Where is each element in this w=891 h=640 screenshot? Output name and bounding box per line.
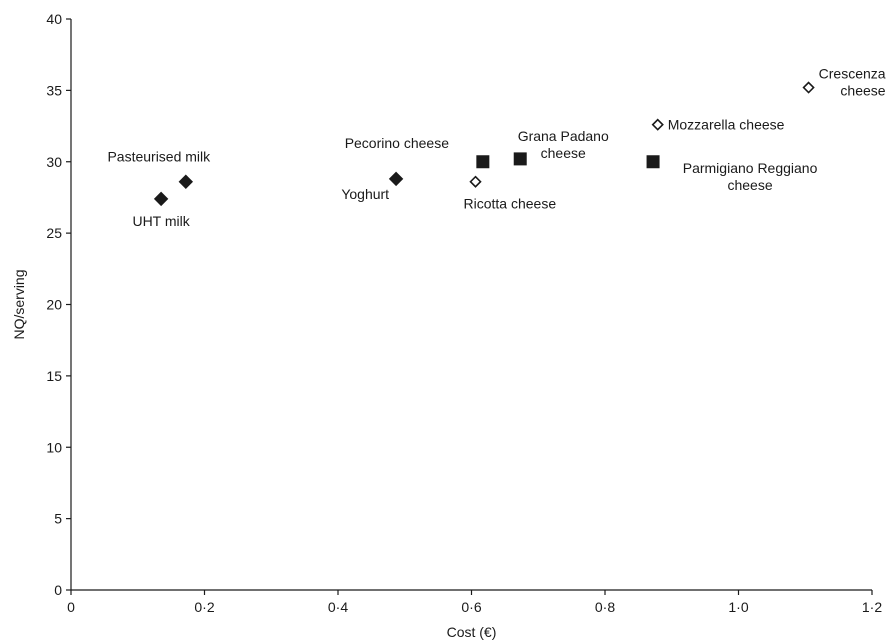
label-line: Pecorino cheese: [345, 135, 450, 151]
marker-grana-padano-cheese: [514, 152, 527, 165]
data-points: [155, 83, 814, 206]
label-yoghurt: Yoghurt: [341, 186, 389, 202]
label-line: Pasteurised milk: [107, 149, 211, 165]
y-tick-label: 35: [46, 82, 62, 98]
y-tick-label: 20: [46, 297, 62, 313]
label-line: Ricotta cheese: [464, 196, 557, 212]
label-line: Parmigiano Reggiano: [683, 160, 818, 176]
marker-pecorino-cheese: [476, 155, 489, 168]
marker-parmigiano-reggiano-cheese: [647, 155, 660, 168]
x-tick-label: 0·4: [328, 599, 348, 615]
label-uht-milk: UHT milk: [132, 213, 190, 229]
marker-ricotta-cheese: [471, 177, 481, 187]
label-pecorino-cheese: Pecorino cheese: [345, 135, 450, 151]
x-axis-ticks: 0 0·2 0·4 0·6 0·8 1·0 1·2: [67, 590, 882, 615]
x-tick-label: 0·8: [595, 599, 615, 615]
y-axis-title: NQ/serving: [11, 269, 27, 339]
y-tick-label: 0: [54, 582, 62, 598]
marker-mozzarella-cheese: [653, 120, 663, 130]
label-line: cheese: [840, 83, 885, 99]
label-line: Grana Padano: [518, 128, 609, 144]
y-tick-label: 10: [46, 439, 62, 455]
x-tick-label: 1·0: [728, 599, 748, 615]
x-tick-label: 0: [67, 599, 75, 615]
marker-yoghurt: [390, 172, 403, 185]
y-tick-label: 5: [54, 511, 62, 527]
y-tick-label: 25: [46, 225, 62, 241]
label-pasteurised-milk: Pasteurised milk: [107, 149, 211, 165]
x-tick-label: 0·2: [194, 599, 214, 615]
y-tick-label: 40: [46, 11, 62, 27]
y-tick-label: 30: [46, 154, 62, 170]
label-line: Mozzarella cheese: [668, 117, 785, 133]
y-tick-label: 15: [46, 368, 62, 384]
marker-pasteurised-milk: [179, 175, 192, 188]
label-line: UHT milk: [132, 213, 190, 229]
point-labels: UHT milk Pasteurised milk Yoghurt Pecorino …: [107, 66, 885, 229]
marker-uht-milk: [155, 192, 168, 205]
axes: [71, 19, 872, 590]
x-tick-label: 1·2: [862, 599, 882, 615]
x-axis-title: Cost (€): [447, 624, 497, 640]
label-ricotta-cheese: Ricotta cheese: [464, 196, 557, 212]
label-line: cheese: [727, 177, 772, 193]
label-mozzarella-cheese: Mozzarella cheese: [668, 117, 785, 133]
label-crescenza-cheese: Crescenza cheese: [819, 66, 886, 99]
x-tick-label: 0·6: [461, 599, 481, 615]
label-line: Yoghurt: [341, 186, 389, 202]
label-line: Crescenza: [819, 66, 886, 82]
marker-crescenza-cheese: [804, 83, 814, 93]
label-grana-padano-cheese: Grana Padano cheese: [518, 128, 609, 161]
label-parmigiano-reggiano-cheese: Parmigiano Reggiano cheese: [683, 160, 818, 193]
y-axis-ticks: 0 5 10 15 20 25 30 35 40: [46, 11, 71, 598]
label-line: cheese: [541, 145, 586, 161]
